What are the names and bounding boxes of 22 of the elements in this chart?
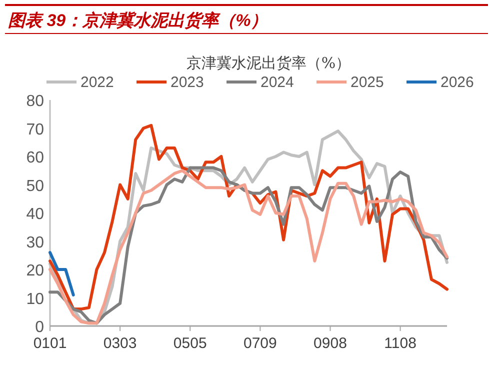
y-tick-label: 0 [35,319,44,336]
y-tick-label: 10 [26,290,44,308]
chart-subtitle: 京津冀水泥出货率（%） [186,54,351,72]
legend-label: 2026 [440,74,474,91]
x-tick-label: 0303 [103,335,137,352]
chart-title: 图表 39：京津冀水泥出货率（%） [8,11,268,30]
y-tick-label: 60 [26,150,44,166]
y-tick-label: 40 [26,206,44,223]
x-tick-label: 0709 [243,335,277,352]
x-tick-label: 1108 [384,335,416,352]
y-tick-label: 20 [26,262,44,280]
legend-label: 2023 [170,74,204,91]
legend-label: 2024 [260,74,294,91]
x-tick-label: 0908 [314,335,347,352]
legend-label: 2022 [80,74,114,91]
y-tick-label: 50 [26,178,44,195]
legend-label: 2025 [350,74,384,91]
y-tick-label: 70 [26,121,44,138]
x-tick-label: 0101 [33,335,67,352]
y-tick-label: 30 [26,234,44,252]
x-tick-label: 0505 [173,335,207,352]
y-tick-label: 80 [26,93,44,110]
